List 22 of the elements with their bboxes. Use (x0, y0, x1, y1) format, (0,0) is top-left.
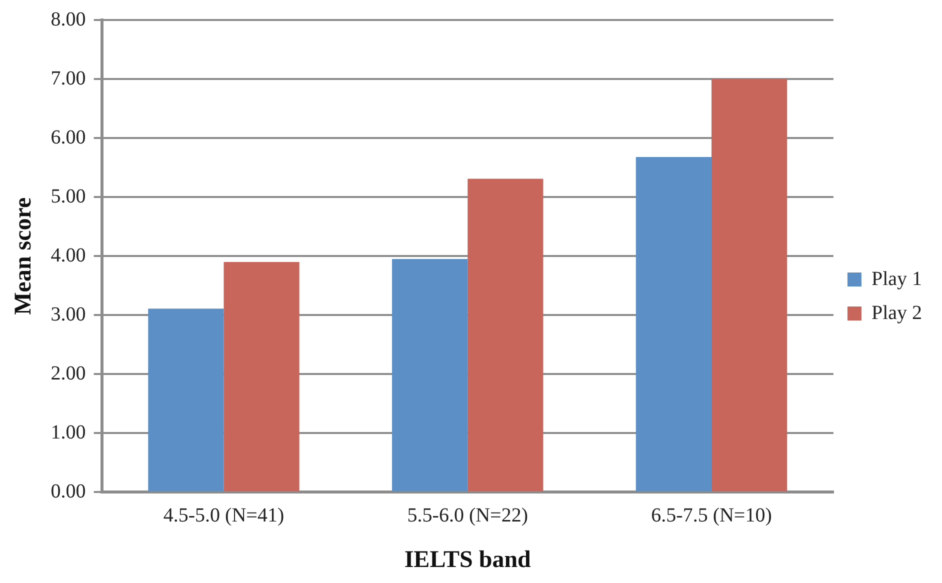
x-tick-label: 5.5-6.0 (N=22) (407, 504, 528, 526)
y-tick-label: 1.00 (50, 421, 86, 444)
bar (392, 259, 468, 492)
y-tick-label: 5.00 (50, 185, 86, 208)
y-tick-label: 4.00 (50, 244, 86, 266)
y-tick-label: 0.00 (50, 480, 86, 502)
bar (468, 178, 544, 492)
y-tick-label: 7.00 (50, 67, 86, 90)
x-tick-label: 6.5-7.5 (N=10) (651, 504, 772, 526)
bar (148, 308, 224, 492)
bar (712, 79, 788, 492)
y-tick-label: 8.00 (50, 8, 86, 30)
y-tick-label: 2.00 (50, 362, 86, 384)
x-axis-title: IELTS band (404, 546, 532, 573)
legend-label: Play 1 (871, 268, 922, 290)
y-tick-label: 6.00 (50, 126, 86, 148)
bar (636, 156, 712, 492)
x-tick-label: 4.5-5.0 (N=41) (163, 504, 284, 526)
y-axis-title: Mean score (10, 196, 37, 315)
y-tick-label: 3.00 (50, 303, 86, 326)
bar (224, 262, 300, 492)
legend-label: Play 2 (871, 302, 922, 324)
